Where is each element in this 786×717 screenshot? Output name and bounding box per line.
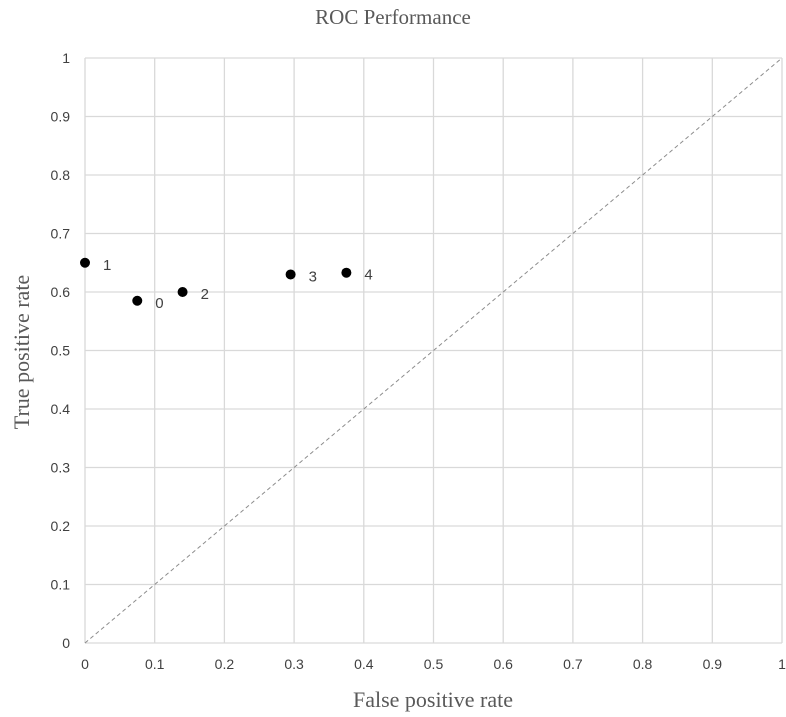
data-point-label: 0: [155, 295, 163, 312]
data-point-label: 4: [364, 267, 372, 284]
data-point-4: [341, 268, 351, 278]
x-axis-title: False positive rate: [353, 687, 513, 712]
chart-title: ROC Performance: [315, 5, 471, 29]
y-tick-label: 0.7: [51, 226, 71, 242]
x-tick-label: 0.1: [145, 656, 165, 672]
y-tick-label: 0.9: [51, 109, 71, 125]
x-tick-label: 0.2: [215, 656, 235, 672]
x-axis-ticks: 0 0.1 0.2 0.3 0.4 0.5 0.6 0.7 0.8 0.9 1: [81, 656, 786, 672]
y-tick-label: 0.2: [51, 518, 71, 534]
y-tick-label: 0.8: [51, 167, 71, 183]
y-tick-label: 0: [62, 635, 70, 651]
y-tick-label: 0.6: [51, 284, 71, 300]
data-point-2: [178, 287, 188, 297]
x-tick-label: 0.4: [354, 656, 374, 672]
x-tick-label: 0: [81, 656, 89, 672]
x-tick-label: 1: [778, 656, 786, 672]
data-point-0: [132, 296, 142, 306]
y-tick-label: 1: [62, 50, 70, 66]
y-axis-ticks: 0 0.1 0.2 0.3 0.4 0.5 0.6 0.7 0.8 0.9 1: [51, 50, 71, 651]
y-tick-label: 0.4: [51, 401, 71, 417]
data-point-1: [80, 258, 90, 268]
x-tick-label: 0.7: [563, 656, 583, 672]
x-tick-label: 0.6: [493, 656, 513, 672]
y-tick-label: 0.5: [51, 343, 71, 359]
data-point-label: 3: [309, 268, 317, 285]
y-tick-label: 0.1: [51, 577, 71, 593]
data-point-3: [286, 269, 296, 279]
y-axis-title: True positive rate: [9, 275, 34, 429]
x-tick-label: 0.5: [424, 656, 444, 672]
x-tick-label: 0.8: [633, 656, 653, 672]
y-tick-label: 0.3: [51, 460, 71, 476]
data-point-label: 1: [103, 257, 111, 274]
data-points: 0 1 2 3 4: [80, 257, 373, 312]
x-tick-label: 0.3: [284, 656, 304, 672]
x-tick-label: 0.9: [703, 656, 723, 672]
data-point-label: 2: [201, 286, 209, 303]
